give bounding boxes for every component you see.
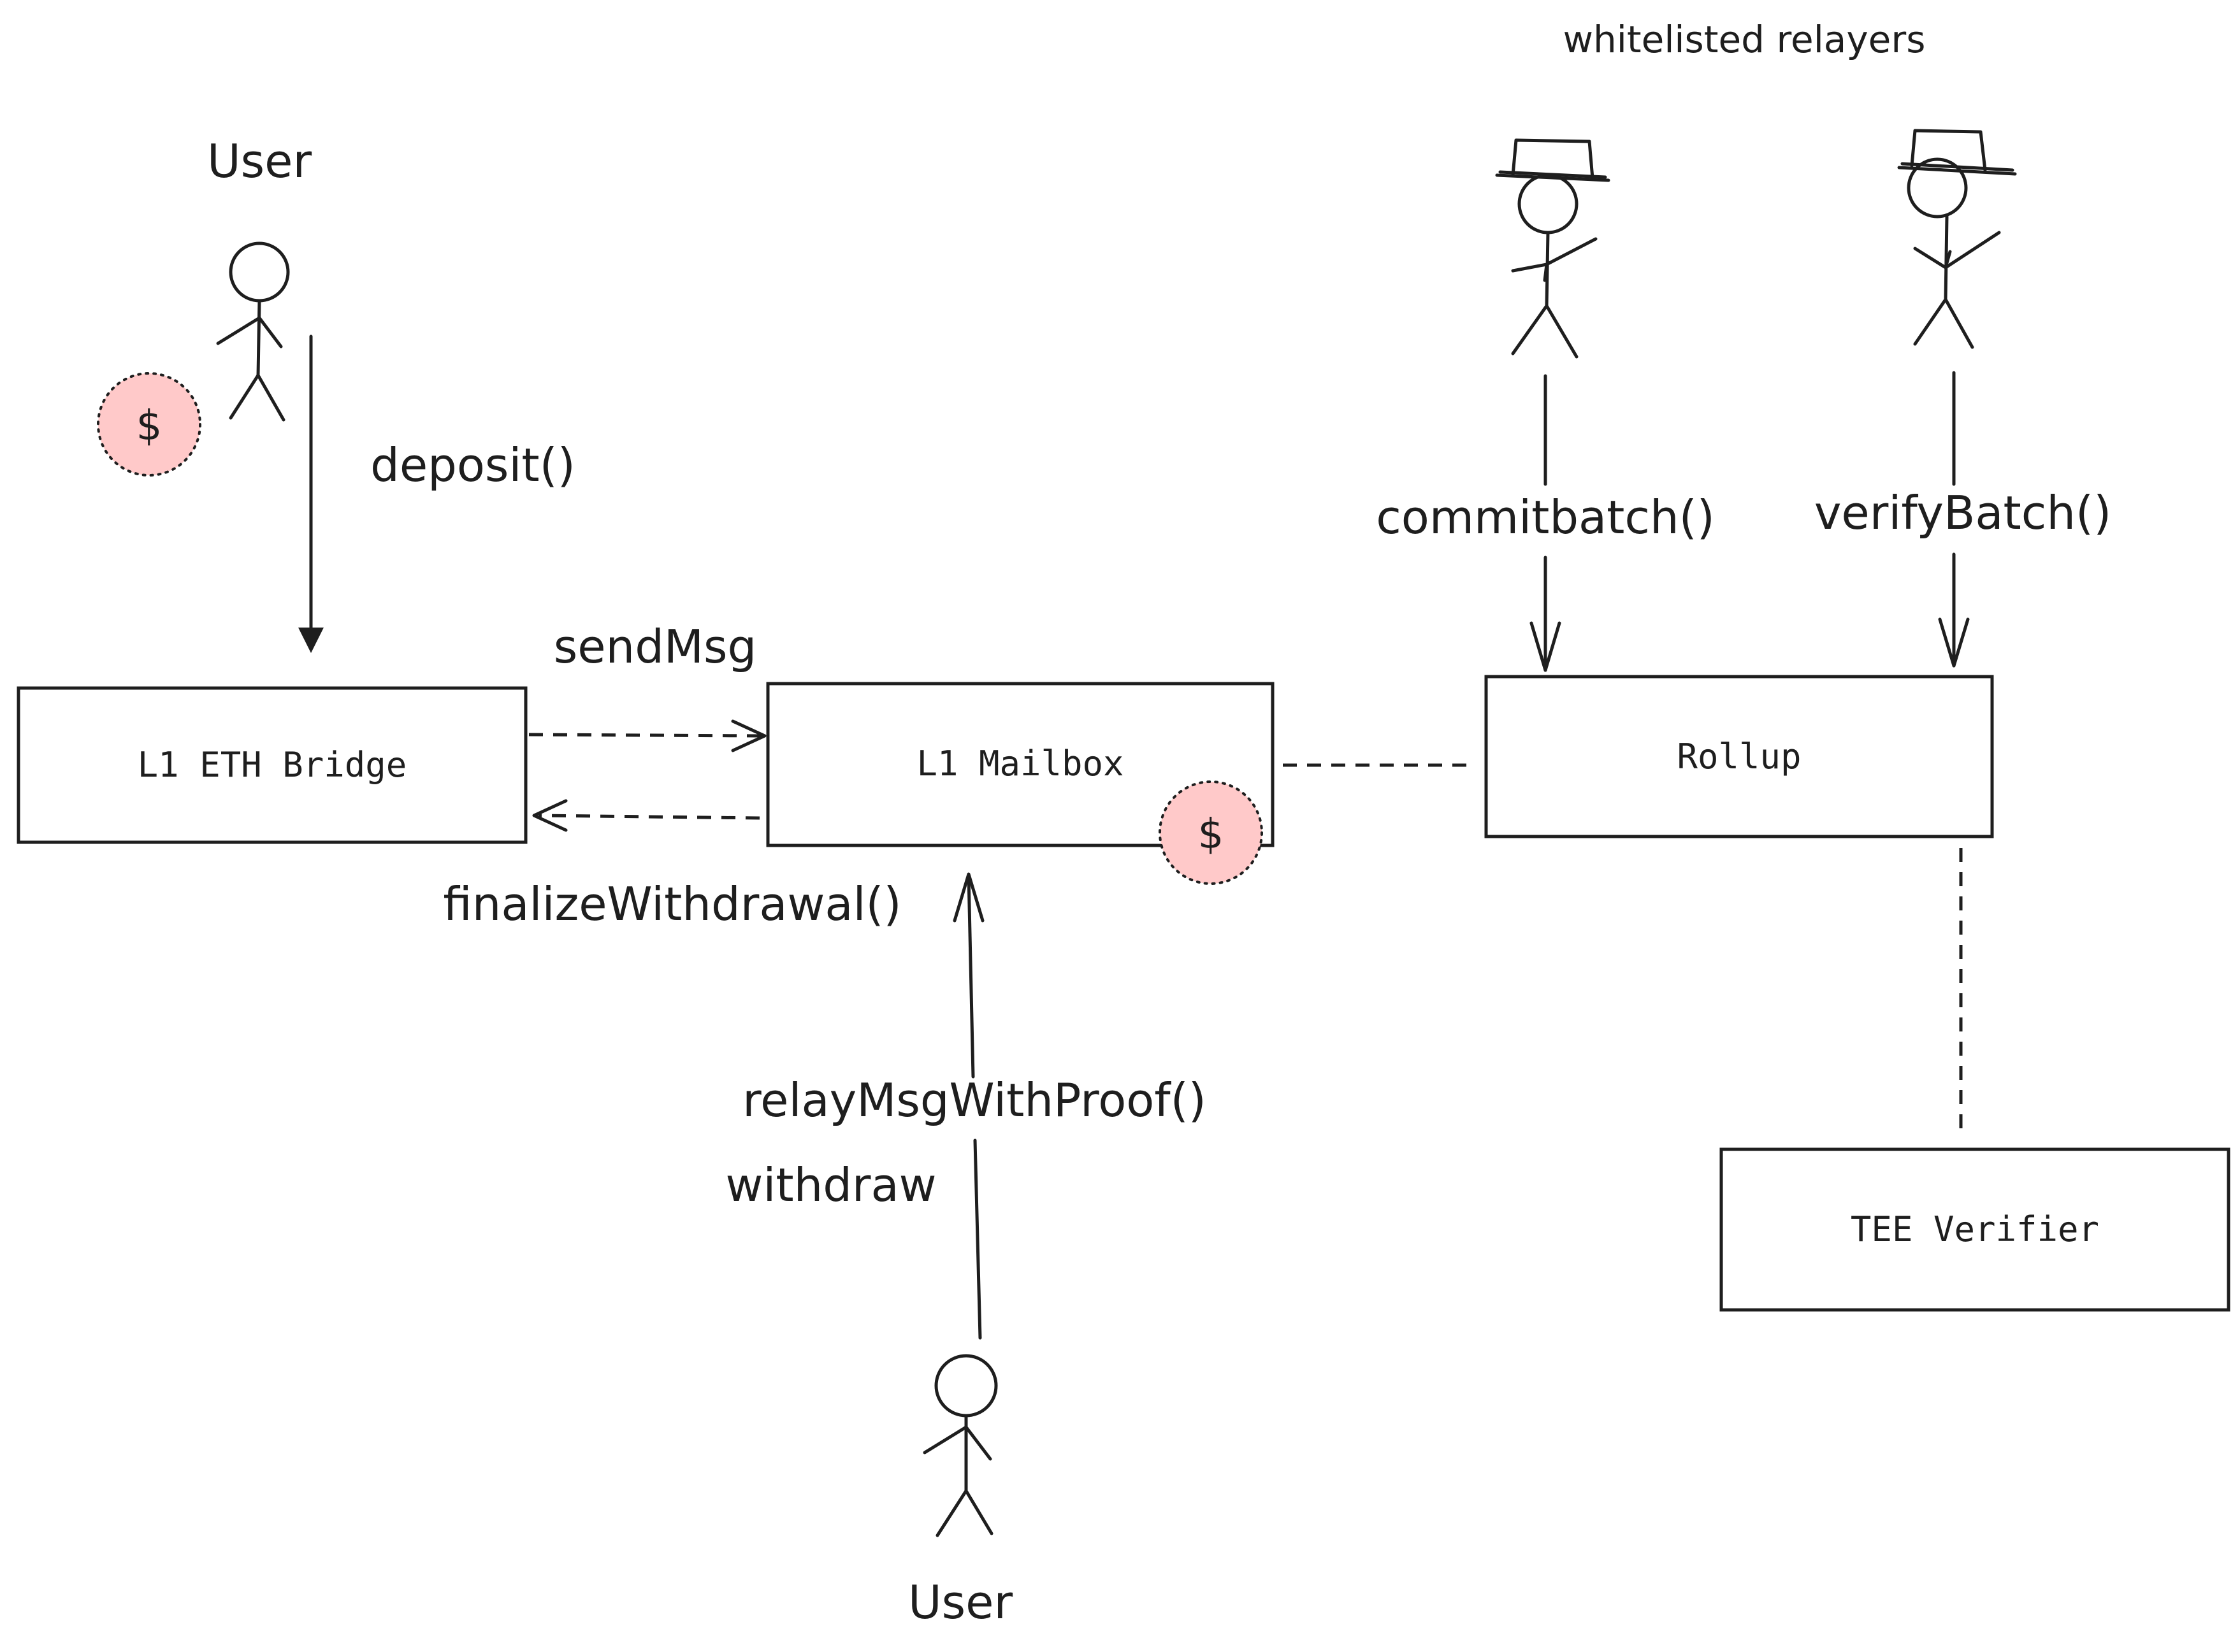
commit-batch-label: commitbatch(): [1376, 491, 1715, 544]
svg-text:L1 Mailbox: L1 Mailbox: [916, 743, 1124, 784]
user-bottom-icon: [923, 1354, 998, 1537]
user-top-icon: [216, 241, 290, 422]
svg-text:$: $: [136, 403, 163, 450]
tee-verifier-box: TEE Verifier: [1719, 1147, 2230, 1312]
send-msg-arrow: [528, 719, 767, 752]
dollar-coin-icon: $: [1159, 780, 1263, 885]
send-msg-label: sendMsg: [554, 620, 756, 673]
commit-batch-arrow: [1529, 374, 1561, 672]
verify-batch-arrow: [1938, 371, 1970, 668]
relay-msg-arrow: [953, 872, 985, 1340]
deposit-arrow: [298, 334, 324, 653]
relayer-verify-icon: [1897, 129, 2017, 349]
l1-eth-bridge-box: L1 ETH Bridge: [17, 686, 528, 844]
finalize-withdrawal-label: finalizeWithdrawal(): [443, 877, 901, 931]
relay-msg-label: relayMsgWithProof(): [742, 1074, 1206, 1127]
finalize-withdrawal-arrow: [532, 799, 760, 832]
relayers-title: whitelisted relayers: [1563, 18, 1926, 61]
svg-text:L1 ETH Bridge: L1 ETH Bridge: [138, 745, 407, 785]
l1-mailbox-box: L1 Mailbox: [766, 682, 1275, 847]
rollup-box: Rollup: [1484, 675, 1994, 838]
user-top-label: User: [207, 134, 312, 188]
svg-text:$: $: [1198, 811, 1224, 858]
deposit-label: deposit(): [370, 438, 575, 492]
withdraw-label: withdraw: [725, 1158, 936, 1212]
relayer-commit-icon: [1495, 138, 1610, 359]
dollar-coin-icon: $: [97, 372, 201, 477]
user-bottom-label: User: [908, 1576, 1013, 1629]
svg-text:TEE Verifier: TEE Verifier: [1851, 1209, 2099, 1249]
verify-batch-label: verifyBatch(): [1814, 486, 2111, 540]
svg-text:Rollup: Rollup: [1677, 736, 1801, 777]
